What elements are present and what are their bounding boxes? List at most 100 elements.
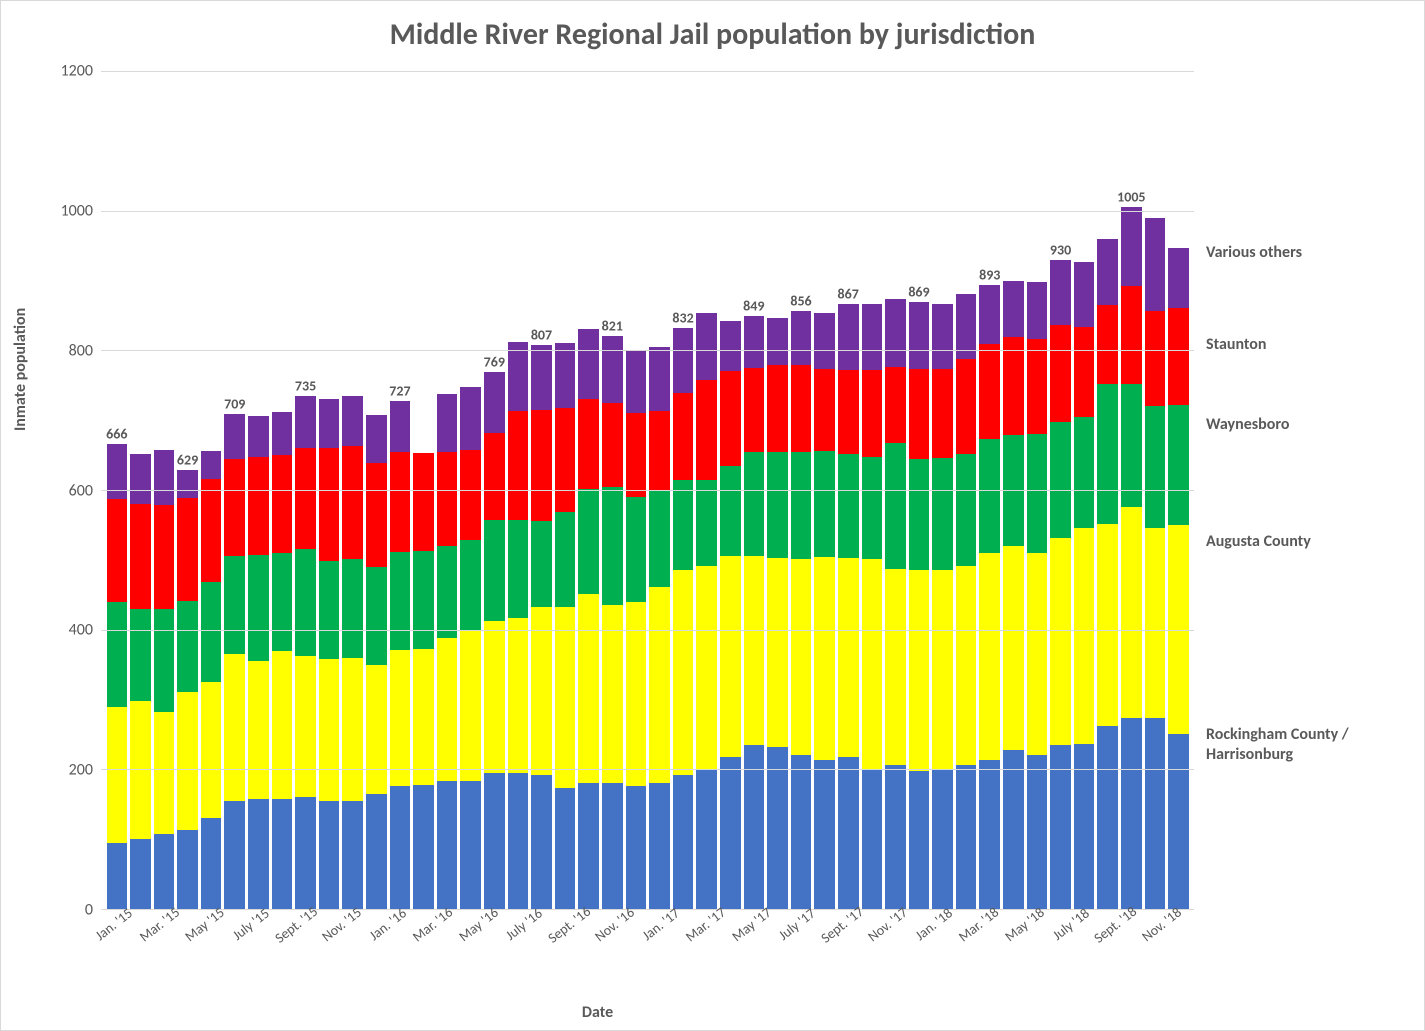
bar-segment [1121,207,1142,286]
bar-segment [649,587,670,783]
bar-segment [437,546,458,638]
bar-segment [342,559,363,658]
bar-segment [1074,528,1095,744]
bar-segment [767,558,788,747]
data-label: 869 [908,283,929,300]
data-label: 867 [838,285,859,302]
bar-segment [862,304,883,370]
bar-segment [578,329,599,398]
bar-segment [791,755,812,909]
data-label: 832 [672,309,693,326]
bar-segment [696,380,717,479]
data-label: 727 [389,383,410,400]
bar-segment [791,452,812,559]
bar-segment [862,370,883,457]
bar-segment [366,567,387,665]
bar-segment [437,638,458,781]
x-tick-label: Sept. '16 [556,915,579,995]
bar-segment [956,454,977,566]
bar-segment [744,556,765,745]
chart-container: Middle River Regional Jail population by… [0,0,1425,1031]
bar-segment [1097,524,1118,727]
bar-segment [531,607,552,775]
bar-segment [909,570,930,771]
bar-segment [484,621,505,773]
bar-segment [696,480,717,567]
y-tick-label: 1200 [61,62,93,81]
x-tick-label: Jan. '16 [374,915,397,995]
bar-segment [107,843,128,909]
bar-segment [460,387,481,450]
bar-segment [1074,417,1095,527]
bar-segment [814,557,835,760]
bar-segment [508,773,529,909]
bar-segment [1074,262,1095,326]
bar-segment [979,285,1000,344]
bar-segment [460,631,481,781]
x-tick-label: Nov. '18 [1148,915,1171,995]
x-tick-label: July '15 [238,915,261,995]
bar-segment [578,594,599,783]
bar-segment [390,401,411,452]
bar-segment [1050,538,1071,745]
bar-segment [649,347,670,411]
data-label: 629 [177,451,198,468]
y-tick-label: 0 [85,901,93,920]
data-label: 856 [790,293,811,310]
bar-segment [1027,282,1048,339]
bar-segment [177,470,198,499]
bar-segment [295,797,316,909]
y-axis-labels: 020040060080010001200 [51,71,101,910]
y-tick-label: 400 [69,621,93,640]
bar-segment [862,457,883,560]
bar-segment [366,463,387,566]
bar-segment [909,302,930,369]
y-tick-label: 200 [69,761,93,780]
bar-segment [932,304,953,369]
x-tick-label: Sept. '17 [830,915,853,995]
bar-segment [673,328,694,393]
x-tick-label: Mar. '16 [420,915,443,995]
bar-segment [791,365,812,452]
bar-segment [484,372,505,433]
bar-segment [1027,434,1048,553]
bar-segment [1074,327,1095,418]
x-tick-label [1171,915,1194,995]
bar-segment [130,839,151,909]
bar-segment [814,313,835,369]
bar-segment [484,773,505,909]
bar-segment [177,830,198,909]
bar-segment [508,520,529,618]
bar-segment [201,479,222,582]
bar-segment [531,410,552,520]
x-tick-label: Mar. '15 [147,915,170,995]
bar-segment [177,601,198,692]
bar-segment [838,558,859,757]
bar-segment [602,403,623,487]
bar-segment [366,665,387,794]
bar-segment [626,786,647,909]
bar-segment [555,607,576,787]
bar-segment [1003,281,1024,338]
data-label: 849 [743,297,764,314]
bar-segment [673,480,694,570]
bar-segment [1097,239,1118,305]
data-label: 1005 [1117,188,1145,205]
bar-segment [626,413,647,497]
bar-segment [885,299,906,367]
bar-segment [673,393,694,480]
bar-segment [177,498,198,601]
bar-segment [107,499,128,602]
x-tick-label: Jan. '17 [647,915,670,995]
bar-segment [154,712,175,834]
bar-segment [932,570,953,770]
bar-segment [956,765,977,909]
bar-segment [248,661,269,799]
data-label: 930 [1050,241,1071,258]
bar-segment [1027,553,1048,756]
bar-segment [154,450,175,504]
bar-segment [130,454,151,504]
bar-segment [767,747,788,909]
bar-segment [979,439,1000,553]
bar-segment [366,794,387,909]
